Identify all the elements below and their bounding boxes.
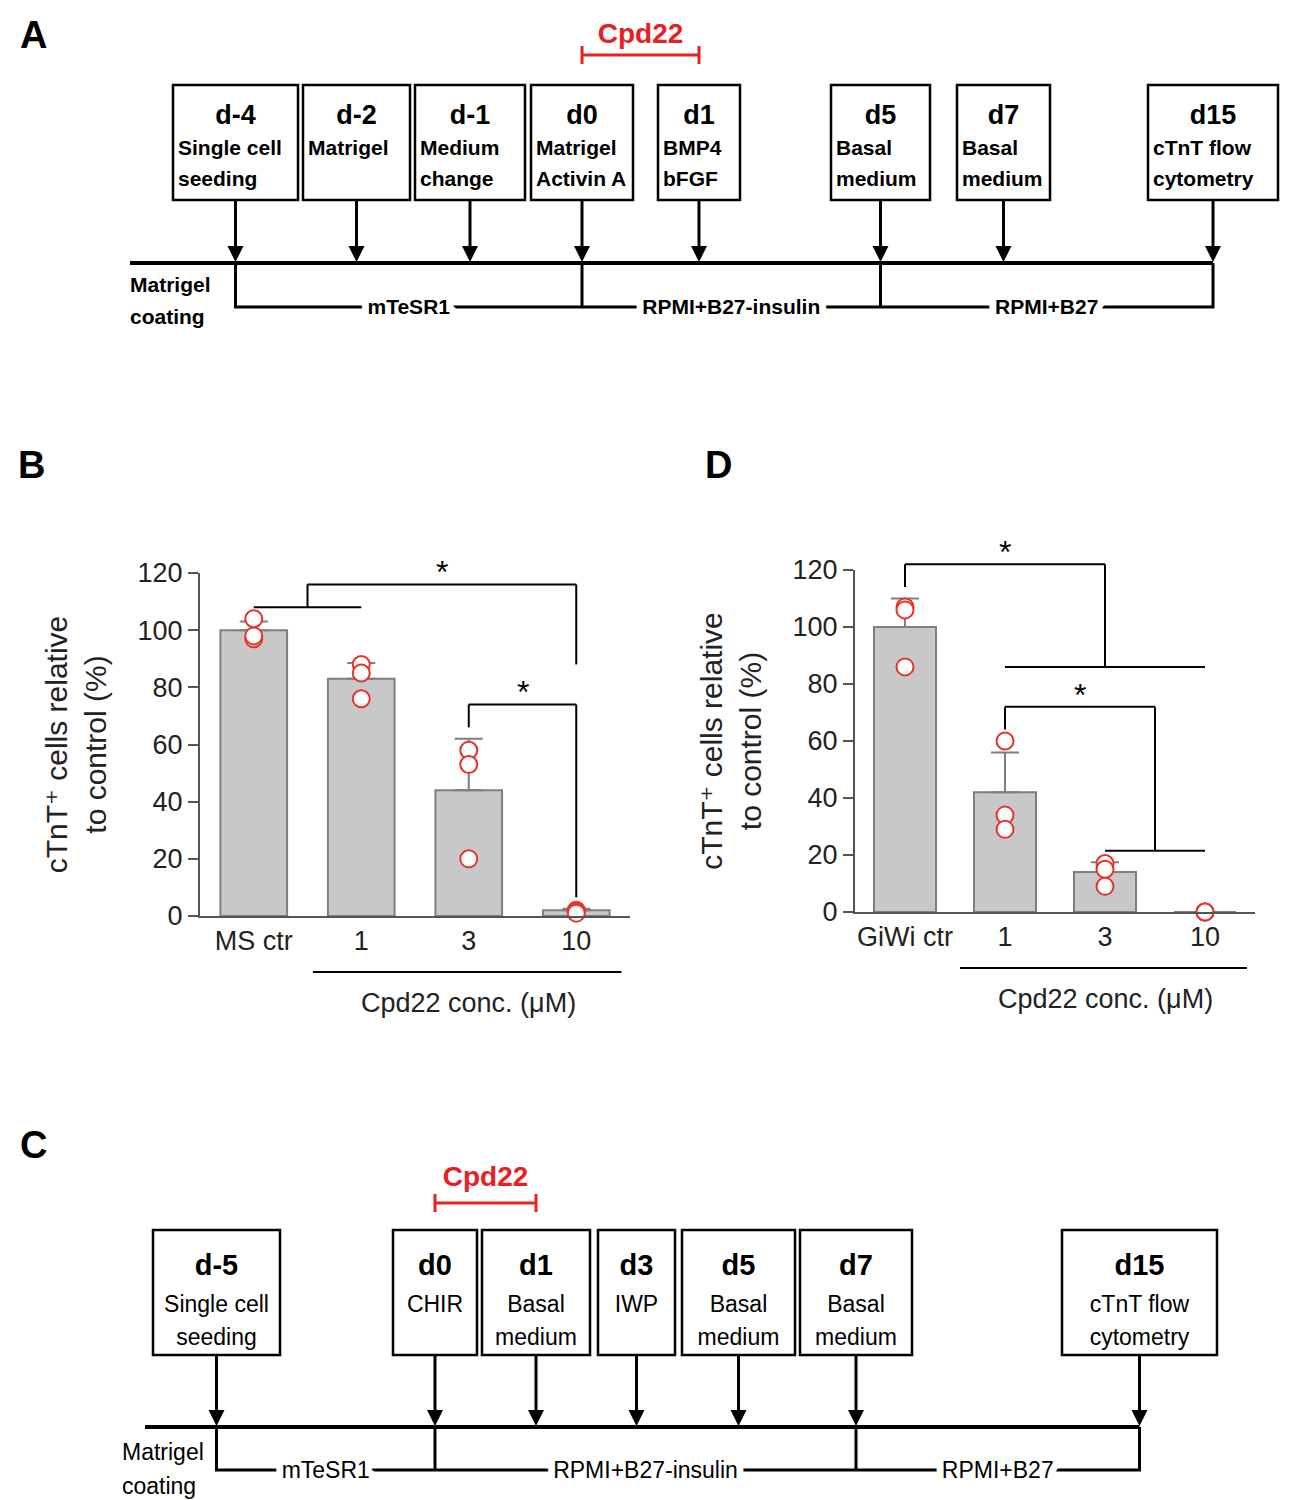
svg-text:d1: d1 [683, 100, 715, 130]
svg-text:*: * [1074, 677, 1086, 713]
svg-text:120: 120 [793, 555, 838, 585]
svg-text:d15: d15 [1190, 100, 1237, 130]
svg-text:d-5: d-5 [195, 1249, 239, 1281]
svg-text:d0: d0 [566, 100, 598, 130]
svg-text:CHIR: CHIR [407, 1291, 463, 1317]
svg-text:40: 40 [808, 783, 838, 813]
svg-text:d-2: d-2 [336, 100, 377, 130]
svg-text:10: 10 [561, 926, 591, 956]
svg-text:Cpd22 conc. (μM): Cpd22 conc. (μM) [998, 984, 1213, 1014]
svg-text:d1: d1 [519, 1249, 553, 1281]
svg-text:10: 10 [1190, 922, 1220, 952]
svg-text:mTeSR1: mTeSR1 [282, 1457, 370, 1483]
svg-text:cTnT flow: cTnT flow [1090, 1291, 1190, 1317]
svg-text:d5: d5 [865, 100, 897, 130]
svg-text:d7: d7 [988, 100, 1020, 130]
svg-text:1: 1 [997, 922, 1012, 952]
svg-text:RPMI+B27: RPMI+B27 [942, 1457, 1054, 1483]
svg-text:60: 60 [153, 730, 183, 760]
svg-text:change: change [420, 167, 494, 190]
svg-text:Basal: Basal [710, 1291, 768, 1317]
svg-text:Basal: Basal [507, 1291, 565, 1317]
svg-text:A: A [20, 14, 47, 56]
svg-text:60: 60 [808, 726, 838, 756]
svg-text:3: 3 [461, 926, 476, 956]
svg-text:0: 0 [168, 901, 183, 931]
svg-text:IWP: IWP [615, 1291, 658, 1317]
svg-text:Matrigel: Matrigel [130, 273, 211, 296]
svg-text:Basal: Basal [962, 136, 1018, 159]
svg-text:1: 1 [354, 926, 369, 956]
svg-text:120: 120 [138, 558, 183, 588]
svg-text:coating: coating [130, 305, 205, 328]
svg-text:100: 100 [793, 612, 838, 642]
svg-text:bFGF: bFGF [663, 167, 718, 190]
svg-text:Cpd22: Cpd22 [598, 18, 684, 49]
svg-text:80: 80 [153, 673, 183, 703]
svg-text:*: * [999, 534, 1011, 570]
svg-text:cTnT⁺ cells relativeto control: cTnT⁺ cells relativeto control (%) [695, 612, 767, 870]
svg-text:mTeSR1: mTeSR1 [368, 295, 451, 318]
svg-text:Activin A: Activin A [536, 167, 626, 190]
svg-text:cTnT flow: cTnT flow [1153, 136, 1252, 159]
svg-text:d5: d5 [722, 1249, 756, 1281]
svg-text:medium: medium [962, 167, 1043, 190]
svg-text:3: 3 [1097, 922, 1112, 952]
svg-text:d-4: d-4 [215, 100, 256, 130]
svg-text:20: 20 [808, 840, 838, 870]
svg-text:Matrigel: Matrigel [536, 136, 617, 159]
svg-text:d7: d7 [839, 1249, 873, 1281]
svg-text:d0: d0 [418, 1249, 452, 1281]
svg-text:cytometry: cytometry [1153, 167, 1254, 190]
svg-text:20: 20 [153, 844, 183, 874]
svg-text:Single cell: Single cell [164, 1291, 269, 1317]
svg-text:cTnT⁺ cells relativeto control: cTnT⁺ cells relativeto control (%) [40, 616, 112, 874]
svg-text:*: * [517, 674, 529, 710]
svg-text:Cpd22: Cpd22 [443, 1161, 529, 1192]
svg-text:80: 80 [808, 669, 838, 699]
svg-text:d3: d3 [620, 1249, 654, 1281]
svg-text:RPMI+B27: RPMI+B27 [995, 295, 1098, 318]
svg-text:Basal: Basal [827, 1291, 885, 1317]
svg-text:Matrigel: Matrigel [122, 1439, 204, 1465]
svg-text:d15: d15 [1115, 1249, 1165, 1281]
svg-text:Matrigel: Matrigel [308, 136, 389, 159]
svg-text:40: 40 [153, 787, 183, 817]
svg-text:Single cell: Single cell [178, 136, 282, 159]
svg-text:coating: coating [122, 1473, 196, 1499]
svg-text:0: 0 [823, 897, 838, 927]
svg-text:B: B [18, 444, 45, 486]
svg-text:Basal: Basal [836, 136, 892, 159]
svg-text:seeding: seeding [178, 167, 257, 190]
svg-text:D: D [705, 444, 732, 486]
svg-text:RPMI+B27-insulin: RPMI+B27-insulin [553, 1457, 738, 1483]
svg-text:BMP4: BMP4 [663, 136, 722, 159]
svg-text:100: 100 [138, 616, 183, 646]
svg-text:medium: medium [495, 1324, 577, 1350]
svg-text:d-1: d-1 [450, 100, 491, 130]
svg-text:medium: medium [815, 1324, 897, 1350]
svg-text:seeding: seeding [176, 1324, 257, 1350]
svg-text:Medium: Medium [420, 136, 499, 159]
svg-text:cytometry: cytometry [1090, 1324, 1190, 1350]
svg-text:medium: medium [698, 1324, 780, 1350]
svg-text:Cpd22 conc. (μM): Cpd22 conc. (μM) [361, 988, 576, 1018]
svg-text:RPMI+B27-insulin: RPMI+B27-insulin [642, 295, 820, 318]
svg-text:GiWi ctr: GiWi ctr [857, 922, 953, 952]
svg-text:C: C [20, 1124, 47, 1166]
svg-text:medium: medium [836, 167, 917, 190]
svg-text:MS ctr: MS ctr [215, 926, 293, 956]
svg-text:*: * [436, 554, 448, 590]
